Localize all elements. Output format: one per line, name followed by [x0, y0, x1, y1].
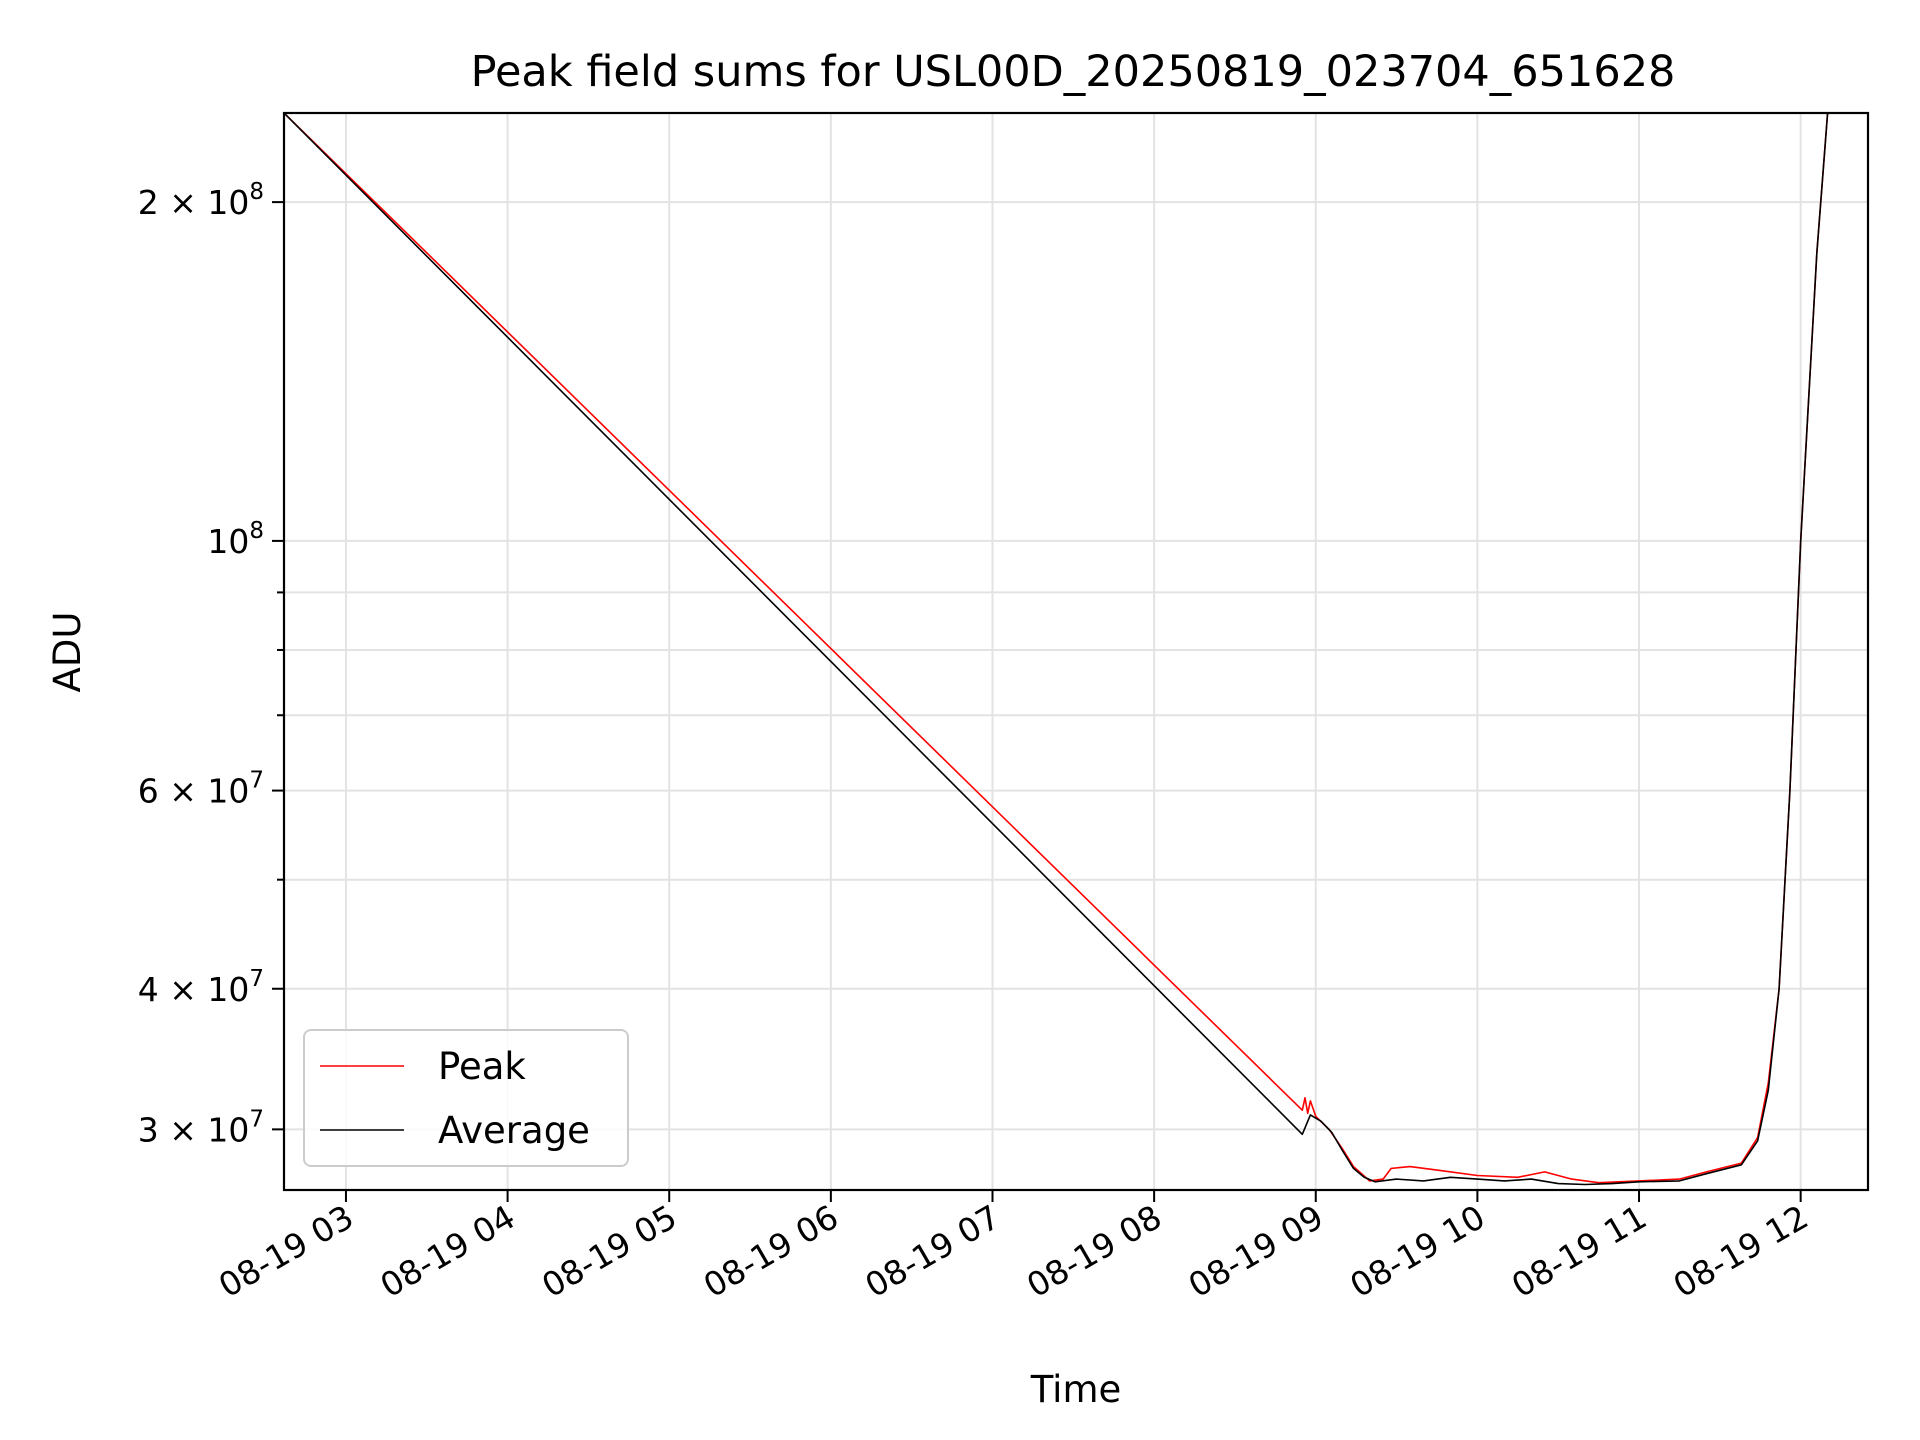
series-line-average — [284, 113, 1829, 1186]
y-tick-label: 108 — [207, 518, 264, 561]
y-tick-label: 2 × 108 — [138, 179, 264, 222]
y-axis-label: ADU — [46, 612, 89, 693]
chart-title: Peak field sums for USL00D_20250819_0237… — [471, 47, 1676, 97]
y-axis: 3 × 107 4 × 107 6 × 107 108 2 × 108 — [138, 179, 284, 1149]
plot-frame — [282, 111, 1870, 1192]
x-axis-label: Time — [1030, 1368, 1122, 1411]
grid — [284, 113, 1868, 1190]
legend-label-peak: Peak — [438, 1045, 526, 1088]
y-tick-label: 3 × 107 — [138, 1106, 264, 1149]
legend: Peak Average — [303, 1029, 629, 1167]
legend-label-average: Average — [438, 1109, 590, 1152]
series-layer — [284, 113, 1829, 1186]
y-tick-label: 6 × 107 — [138, 768, 264, 811]
y-tick-label: 4 × 107 — [138, 966, 264, 1009]
legend-frame — [303, 1029, 629, 1167]
